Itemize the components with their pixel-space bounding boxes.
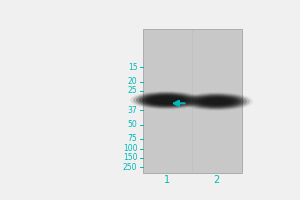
Ellipse shape [154,98,179,103]
Ellipse shape [136,93,197,108]
Ellipse shape [151,97,182,104]
Ellipse shape [186,94,247,109]
Bar [143,29,242,173]
Text: 1: 1 [164,175,169,185]
Text: 15: 15 [128,63,137,72]
Ellipse shape [207,100,226,103]
Ellipse shape [189,95,244,108]
Text: 20: 20 [128,77,137,86]
Ellipse shape [201,98,232,105]
Ellipse shape [195,96,238,107]
Ellipse shape [180,92,253,111]
Text: 25: 25 [128,86,137,95]
Text: 2: 2 [213,175,220,185]
Ellipse shape [157,99,176,102]
Text: 150: 150 [123,153,137,162]
Ellipse shape [133,92,200,109]
Ellipse shape [183,93,250,110]
Ellipse shape [148,96,185,104]
Ellipse shape [142,94,191,106]
Text: 250: 250 [123,163,137,172]
Ellipse shape [145,95,188,105]
Ellipse shape [204,99,230,104]
Ellipse shape [198,97,235,106]
Text: 37: 37 [128,106,137,115]
Ellipse shape [139,93,194,107]
Ellipse shape [192,96,241,107]
Text: 100: 100 [123,144,137,153]
Text: 50: 50 [128,120,137,129]
Text: 75: 75 [128,134,137,143]
Ellipse shape [130,91,203,110]
